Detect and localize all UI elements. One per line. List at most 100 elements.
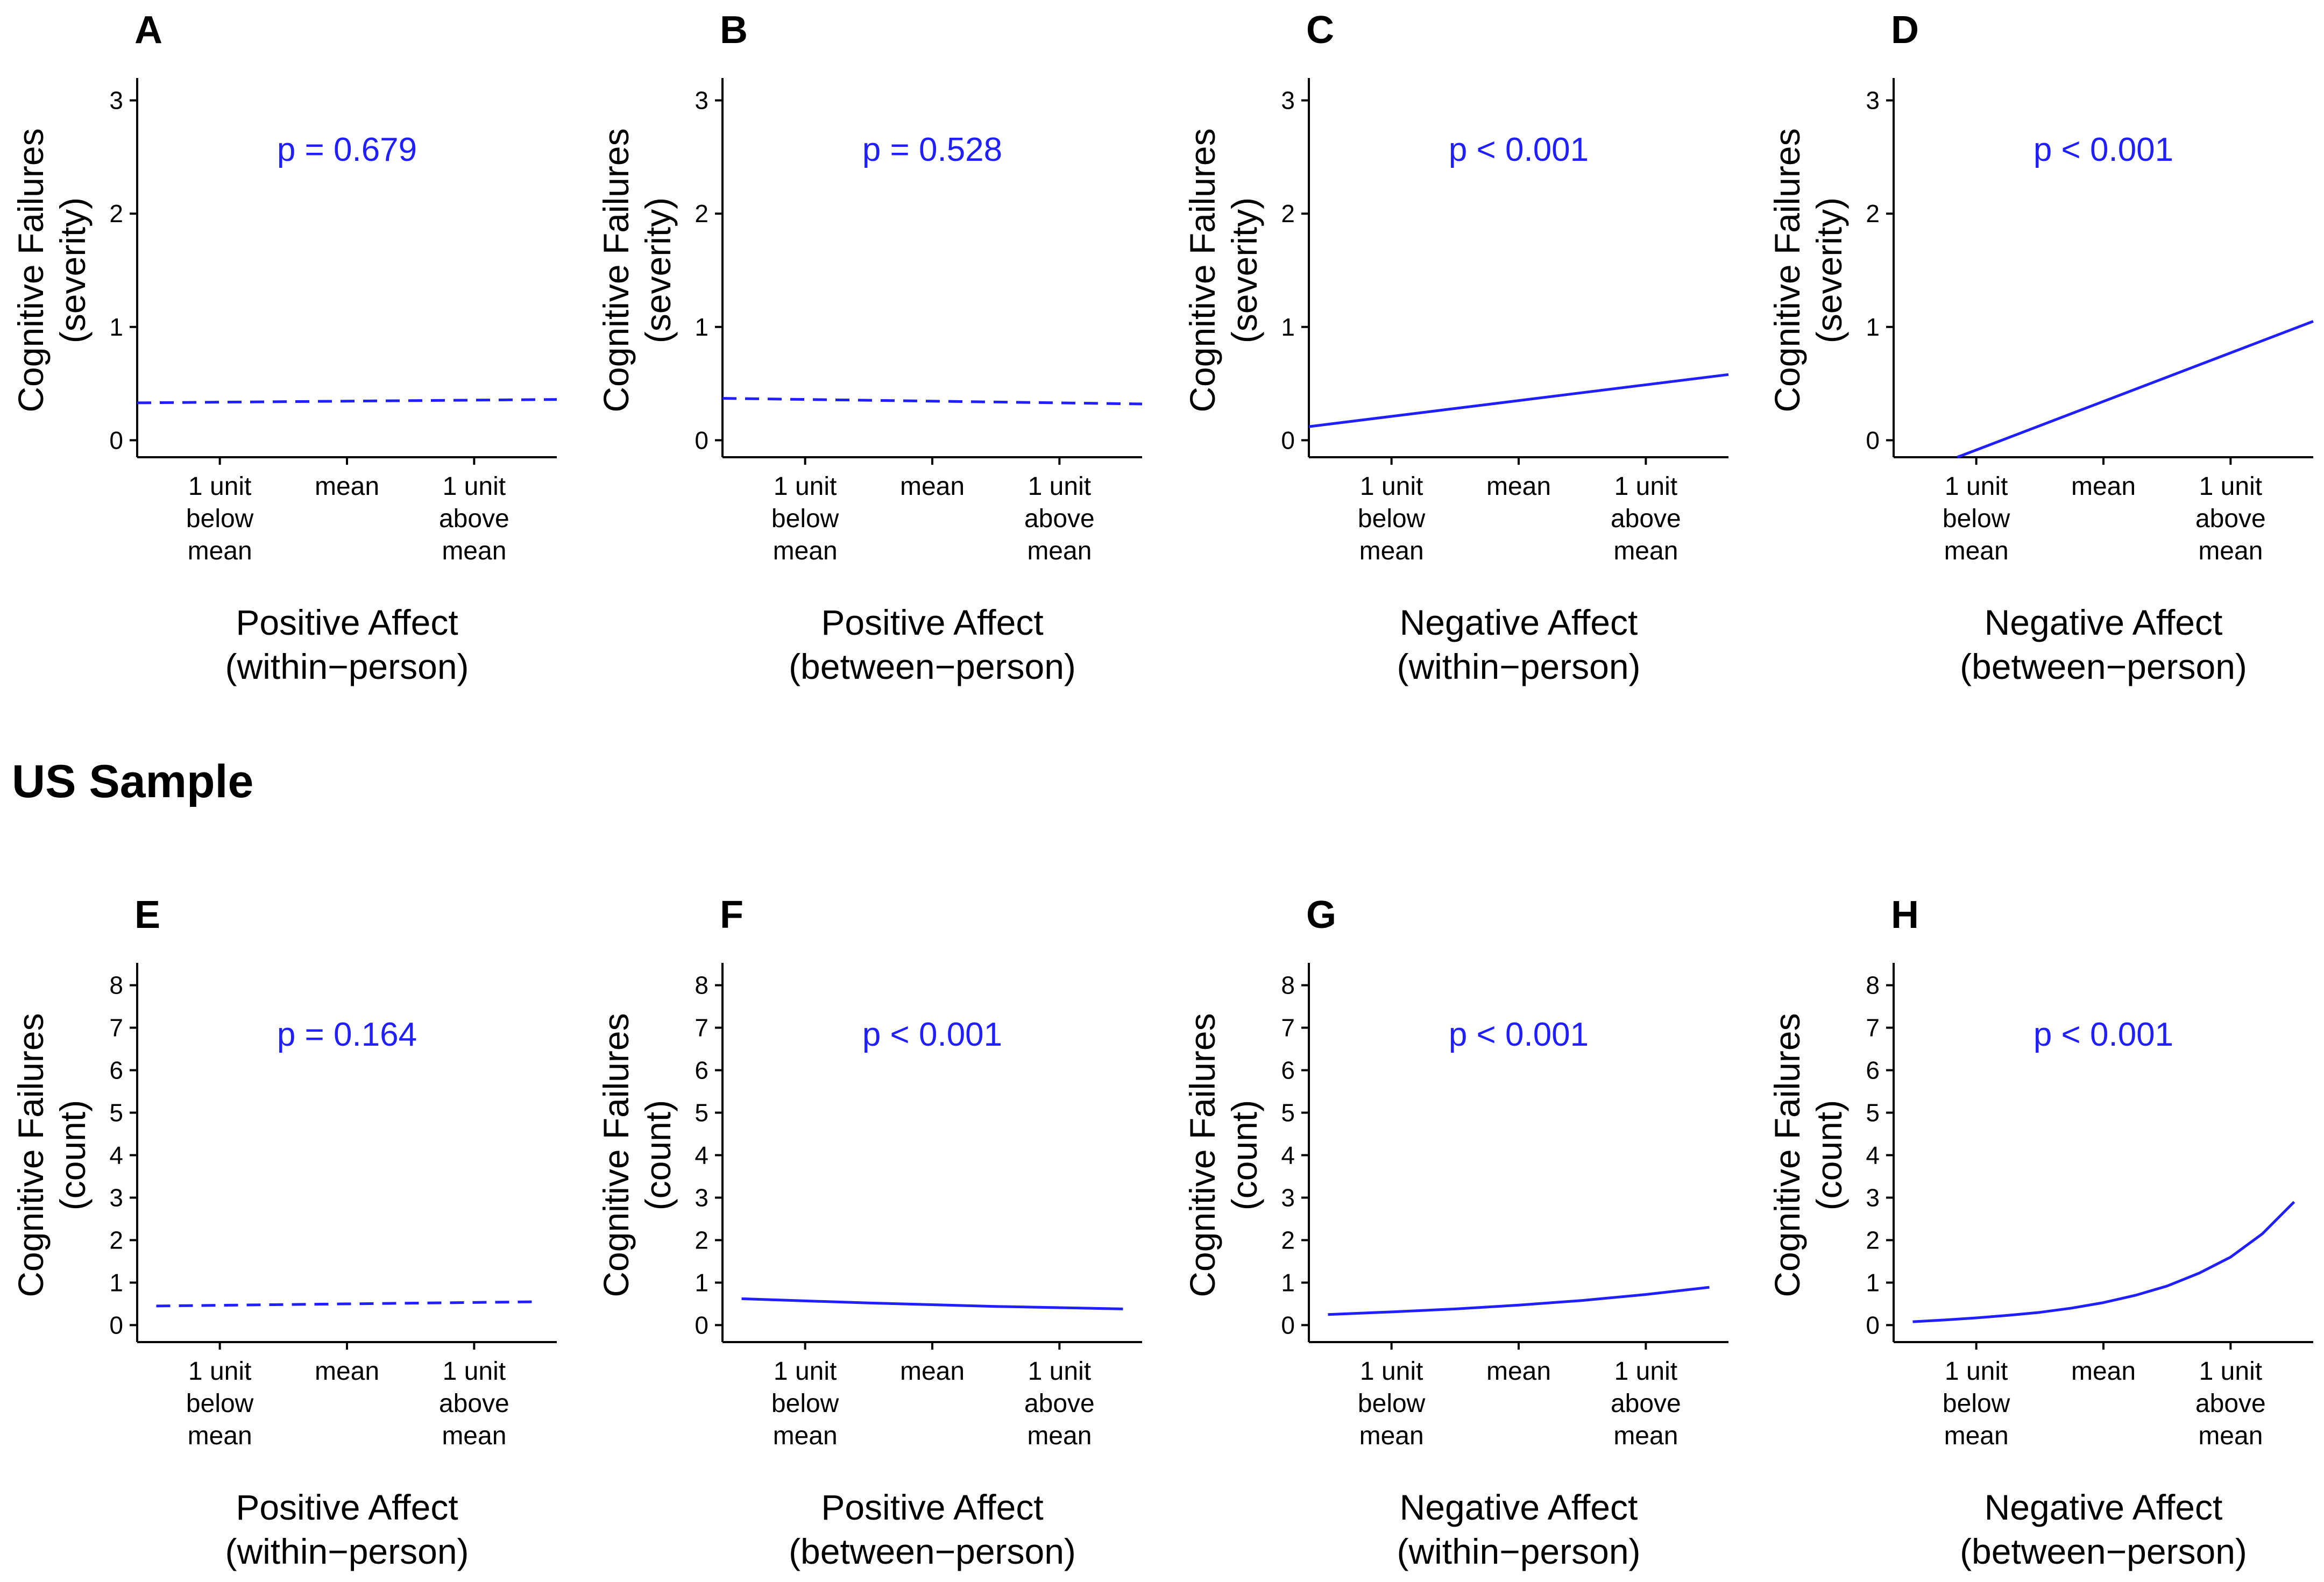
x-tick-label: mean [900, 472, 965, 501]
y-tick-label: 5 [1866, 1099, 1880, 1127]
x-tick-label: below [771, 505, 839, 533]
x-tick-label: below [771, 1389, 839, 1418]
x-tick-label: 1 unit [2199, 472, 2262, 501]
y-tick-label: 3 [695, 1183, 708, 1211]
x-tick-label: mean [2071, 1357, 2136, 1386]
panel-letter: G [1306, 893, 1336, 937]
x-tick-label: 1 unit [1360, 472, 1423, 501]
y-tick-label: 2 [1866, 200, 1880, 228]
y-tick-label: 0 [1866, 426, 1880, 454]
y-tick-label: 4 [109, 1141, 123, 1169]
y-tick-label: 1 [695, 313, 708, 341]
y-tick-label: 3 [1866, 1183, 1880, 1211]
x-tick-label: mean [442, 537, 506, 565]
panel-c: C 0 1 2 3 1 unit below mean mean 1 unit above mean N… [1182, 9, 1729, 686]
y-tick-label: 2 [695, 200, 708, 228]
y-tick-label: 2 [109, 1226, 123, 1254]
x-tick-label: mean [900, 1357, 965, 1386]
y-tick-label: 8 [1866, 971, 1880, 999]
x-axis-title: (within−person) [225, 647, 469, 686]
y-tick-label: 6 [1866, 1056, 1880, 1084]
x-tick-label: mean [773, 1422, 838, 1450]
y-tick-label: 7 [1866, 1014, 1880, 1042]
x-tick-label: mean [1486, 1357, 1551, 1386]
panel-letter: A [134, 9, 162, 52]
y-tick-label: 1 [695, 1268, 708, 1296]
panel-a: A 0 1 2 3 1 unit below mean mean 1 unit above mean P… [11, 9, 557, 686]
y-tick-label: 3 [1866, 87, 1880, 115]
y-tick-label: 3 [109, 87, 123, 115]
panel-letter: B [720, 9, 748, 52]
y-tick-label: 0 [1281, 1311, 1295, 1339]
y-axis-title: Cognitive Failures [1767, 1013, 1807, 1297]
x-tick-label: 1 unit [1614, 472, 1677, 501]
y-tick-label: 8 [695, 971, 708, 999]
x-axis-title: Negative Affect [1400, 602, 1638, 642]
p-value-annotation: p = 0.528 [862, 131, 1002, 168]
y-axis-title: (count) [1224, 1100, 1264, 1210]
x-tick-label: mean [1944, 537, 2009, 565]
x-tick-label: mean [1027, 537, 1092, 565]
y-axis-title: (count) [1809, 1100, 1849, 1210]
x-axis-title: (between−person) [1960, 647, 2247, 686]
x-tick-label: mean [1486, 472, 1551, 501]
y-tick-label: 2 [1281, 200, 1295, 228]
x-tick-label: mean [1359, 537, 1424, 565]
y-axis-title: Cognitive Failures [11, 1013, 51, 1297]
p-value-annotation: p < 0.001 [1449, 1016, 1589, 1053]
x-axis-title: (between−person) [1960, 1531, 2247, 1571]
panel-letter: F [720, 893, 743, 937]
y-tick-label: 1 [109, 313, 123, 341]
x-axis-title: Positive Affect [236, 602, 458, 642]
y-axis-title: (severity) [638, 197, 678, 343]
x-axis-title: (between−person) [789, 1531, 1076, 1571]
p-value-annotation: p < 0.001 [2034, 1016, 2173, 1053]
x-tick-label: below [186, 505, 254, 533]
x-tick-label: 1 unit [1945, 1357, 2008, 1386]
y-tick-label: 5 [109, 1099, 123, 1127]
x-tick-label: 1 unit [1945, 472, 2008, 501]
series-line-fit [156, 1300, 538, 1308]
x-tick-label: mean [2071, 472, 2136, 501]
x-tick-label: 1 unit [1028, 472, 1091, 501]
y-tick-label: 1 [1866, 1268, 1880, 1296]
series-line-fit [1308, 373, 1729, 428]
x-tick-label: above [2195, 505, 2266, 533]
y-tick-label: 2 [1866, 1226, 1880, 1254]
x-tick-label: above [439, 505, 509, 533]
x-tick-label: below [1943, 1389, 2010, 1418]
panel-e: E 0 1 2 3 4 5 6 7 8 1 unit below mean mean 1 unit above… [11, 893, 557, 1571]
x-tick-label: 1 unit [2199, 1357, 2262, 1386]
x-tick-label: 1 unit [774, 1357, 837, 1386]
y-axis-title: (count) [53, 1100, 93, 1210]
p-value-annotation: p < 0.001 [862, 1016, 1002, 1053]
x-tick-label: above [1024, 1389, 1095, 1418]
x-tick-label: below [186, 1389, 254, 1418]
x-tick-label: mean [315, 1357, 379, 1386]
x-tick-label: 1 unit [774, 472, 837, 501]
x-tick-label: above [1024, 505, 1095, 533]
y-axis-title: (severity) [1809, 197, 1849, 343]
panel-d: D 0 1 2 3 1 unit below mean mean 1 unit above mean N… [1767, 9, 2314, 686]
x-tick-label: 1 unit [1614, 1357, 1677, 1386]
x-tick-label: 1 unit [188, 1357, 251, 1386]
panel-letter: C [1306, 9, 1334, 52]
x-tick-label: 1 unit [1360, 1357, 1423, 1386]
y-tick-label: 5 [695, 1099, 708, 1127]
y-tick-label: 0 [109, 426, 123, 454]
x-tick-label: below [1943, 505, 2010, 533]
y-tick-label: 6 [1281, 1056, 1295, 1084]
y-tick-label: 8 [109, 971, 123, 999]
y-tick-label: 0 [695, 426, 708, 454]
y-tick-label: 4 [1281, 1141, 1295, 1169]
y-tick-label: 0 [109, 1311, 123, 1339]
x-tick-label: below [1358, 505, 1426, 533]
x-axis-title: Positive Affect [236, 1487, 458, 1527]
x-tick-label: above [1611, 1389, 1681, 1418]
y-tick-label: 4 [1866, 1141, 1880, 1169]
x-axis-title: Negative Affect [1400, 1487, 1638, 1527]
y-tick-label: 3 [109, 1183, 123, 1211]
y-tick-label: 4 [695, 1141, 708, 1169]
panel-h: H 0 1 2 3 4 5 6 7 8 1 unit below mean mean 1 unit above… [1767, 893, 2313, 1571]
panel-letter: H [1891, 893, 1919, 937]
